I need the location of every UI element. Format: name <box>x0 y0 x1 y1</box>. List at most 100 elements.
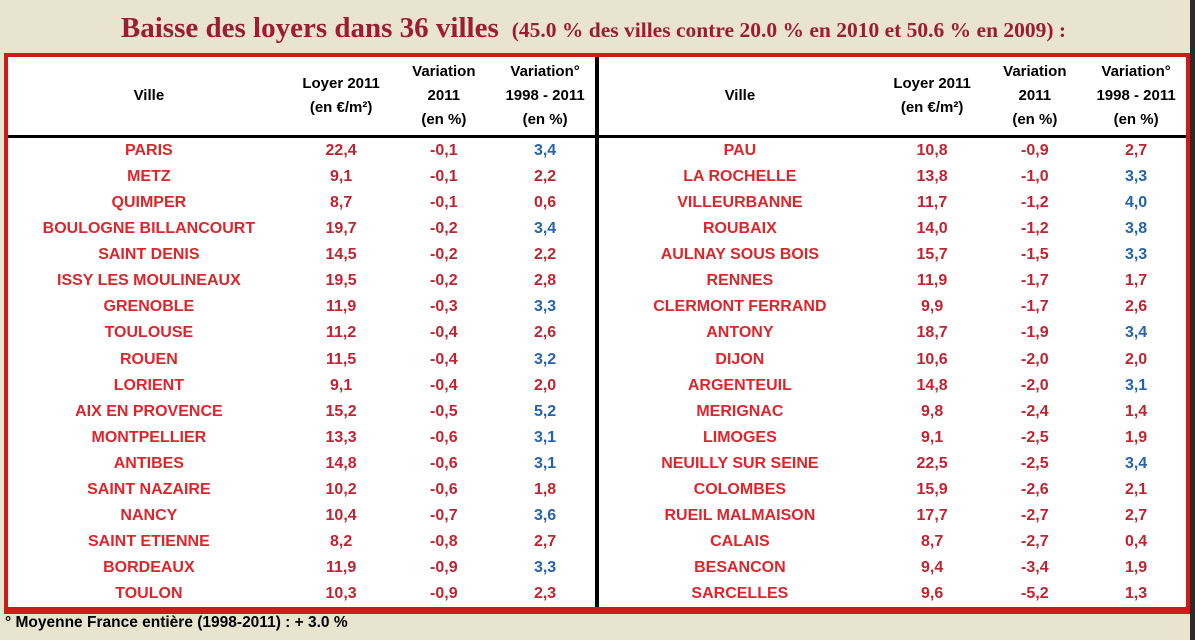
variation-2011-cell: -0,2 <box>430 220 458 238</box>
loyer-cell: 9,8 <box>920 402 944 420</box>
ville-cell: LIMOGES <box>702 428 777 446</box>
table-row: SAINT ETIENNE 8,2 -0,8 2,7 <box>8 529 595 555</box>
variation-1998-2011-cell: 1,8 <box>533 480 557 498</box>
loyer-cell: 22,5 <box>916 454 948 472</box>
variation-1998-2011-cell: 3,3 <box>1124 246 1148 264</box>
variation-1998-2011-cell: 0,4 <box>1124 532 1148 550</box>
variation-2011-cell: -0,2 <box>430 246 458 264</box>
loyer-cell: 9,9 <box>920 298 944 316</box>
ville-cell: TOULON <box>115 585 183 603</box>
loyer-cell: 9,1 <box>920 428 944 446</box>
header-variation-1998-2011: Variation° 1998 - 2011 (en %) <box>505 63 585 128</box>
variation-2011-cell: -0,1 <box>430 142 458 160</box>
variation-1998-2011-cell: 3,6 <box>533 506 557 524</box>
ville-cell: SAINT DENIS <box>98 246 200 264</box>
variation-2011-cell: -2,4 <box>1021 402 1049 420</box>
header-ville: Ville <box>8 84 290 108</box>
ville-cell: GRENOBLE <box>103 298 195 316</box>
variation-2011-cell: -5,2 <box>1021 585 1049 603</box>
ville-cell: CLERMONT FERRAND <box>653 298 827 316</box>
table-row: VILLEURBANNE 11,7 -1,2 4,0 <box>599 190 1186 216</box>
header-loyer: Loyer 2011 (en €/m²) <box>302 75 380 116</box>
table-row: CALAIS 8,7 -2,7 0,4 <box>599 529 1186 555</box>
table-row: ANTIBES 14,8 -0,6 3,1 <box>8 451 595 477</box>
table-row: PAU 10,8 -0,9 2,7 <box>599 138 1186 164</box>
loyer-cell: 19,7 <box>325 220 357 238</box>
ville-cell: AULNAY SOUS BOIS <box>660 246 819 264</box>
variation-1998-2011-cell: 2,0 <box>533 376 557 394</box>
header-loyer: Loyer 2011 (en €/m²) <box>893 75 971 116</box>
ville-cell: BOULOGNE BILLANCOURT <box>42 220 256 238</box>
variation-2011-cell: -0,8 <box>430 532 458 550</box>
header-ville: Ville <box>599 84 881 108</box>
variation-2011-cell: -0,4 <box>430 376 458 394</box>
ville-cell: SAINT ETIENNE <box>87 532 210 550</box>
ville-cell: QUIMPER <box>111 194 187 212</box>
table-row: ANTONY 18,7 -1,9 3,4 <box>599 320 1186 346</box>
table-row: TOULON 10,3 -0,9 2,3 <box>8 581 595 607</box>
table-body-left: PARIS 22,4 -0,1 3,4 METZ 9,1 -0,1 2,2 QUIMPER 8,7… <box>8 138 595 607</box>
variation-1998-2011-cell: 2,0 <box>1124 350 1148 368</box>
loyer-cell: 15,7 <box>916 246 948 264</box>
variation-2011-cell: -1,0 <box>1021 168 1049 186</box>
header-variation-1998-2011: Variation° 1998 - 2011 (en %) <box>1096 63 1176 128</box>
table-row: LIMOGES 9,1 -2,5 1,9 <box>599 425 1186 451</box>
table-row: RENNES 11,9 -1,7 1,7 <box>599 268 1186 294</box>
variation-1998-2011-cell: 1,9 <box>1124 559 1148 577</box>
variation-1998-2011-cell: 1,9 <box>1124 428 1148 446</box>
variation-1998-2011-cell: 3,2 <box>533 350 557 368</box>
table-row: PARIS 22,4 -0,1 3,4 <box>8 138 595 164</box>
loyer-cell: 9,1 <box>329 376 353 394</box>
variation-1998-2011-cell: 3,1 <box>533 428 557 446</box>
variation-2011-cell: -2,7 <box>1021 506 1049 524</box>
loyer-cell: 14,5 <box>325 246 357 264</box>
table-row: GRENOBLE 11,9 -0,3 3,3 <box>8 294 595 320</box>
header-ville-label: Ville <box>724 87 756 104</box>
variation-2011-cell: -0,4 <box>430 324 458 342</box>
variation-2011-cell: -0,4 <box>430 350 458 368</box>
loyer-cell: 11,9 <box>325 298 357 316</box>
variation-1998-2011-cell: 1,3 <box>1124 585 1148 603</box>
variation-2011-cell: -2,7 <box>1021 532 1049 550</box>
variation-1998-2011-cell: 2,2 <box>533 246 557 264</box>
table-row: BORDEAUX 11,9 -0,9 3,3 <box>8 555 595 581</box>
footnote: ° Moyenne France entière (1998-2011) : +… <box>5 614 348 631</box>
loyer-cell: 19,5 <box>325 272 357 290</box>
variation-2011-cell: -1,7 <box>1021 272 1049 290</box>
variation-1998-2011-cell: 2,7 <box>1124 142 1148 160</box>
ville-cell: NEUILLY SUR SEINE <box>661 454 819 472</box>
loyer-cell: 11,5 <box>325 350 357 368</box>
ville-cell: PARIS <box>125 142 173 160</box>
table-row: NANCY 10,4 -0,7 3,6 <box>8 503 595 529</box>
loyer-cell: 9,4 <box>920 559 944 577</box>
variation-1998-2011-cell: 3,4 <box>1124 324 1148 342</box>
variation-2011-cell: -0,5 <box>430 402 458 420</box>
page-title: Baisse des loyers dans 36 villes (45.0 %… <box>0 4 1187 52</box>
variation-2011-cell: -0,9 <box>1021 142 1049 160</box>
variation-1998-2011-cell: 3,3 <box>533 559 557 577</box>
ville-cell: BESANCON <box>694 559 786 577</box>
variation-1998-2011-cell: 2,7 <box>533 532 557 550</box>
ville-cell: BORDEAUX <box>103 559 195 577</box>
ville-cell: TOULOUSE <box>104 324 194 342</box>
variation-1998-2011-cell: 2,1 <box>1124 480 1148 498</box>
ville-cell: ISSY LES MOULINEAUX <box>57 272 241 290</box>
table-header-right: Ville Loyer 2011 (en €/m²) Variation 201… <box>599 57 1186 138</box>
variation-1998-2011-cell: 2,7 <box>1124 506 1148 524</box>
table-row: SARCELLES 9,6 -5,2 1,3 <box>599 581 1186 607</box>
loyer-cell: 8,7 <box>920 532 944 550</box>
ville-cell: SAINT NAZAIRE <box>87 480 211 498</box>
loyer-cell: 13,3 <box>325 428 357 446</box>
table-row: ISSY LES MOULINEAUX 19,5 -0,2 2,8 <box>8 268 595 294</box>
variation-1998-2011-cell: 0,6 <box>533 194 557 212</box>
title-main: Baisse des loyers dans 36 villes <box>120 12 499 44</box>
variation-1998-2011-cell: 4,0 <box>1124 194 1148 212</box>
ville-cell: MONTPELLIER <box>91 428 207 446</box>
loyer-cell: 17,7 <box>916 506 948 524</box>
variation-2011-cell: -1,2 <box>1021 194 1049 212</box>
loyer-cell: 11,9 <box>916 272 948 290</box>
variation-2011-cell: -1,5 <box>1021 246 1049 264</box>
table-header-left: Ville Loyer 2011 (en €/m²) Variation 201… <box>8 57 595 138</box>
variation-2011-cell: -2,5 <box>1021 428 1049 446</box>
